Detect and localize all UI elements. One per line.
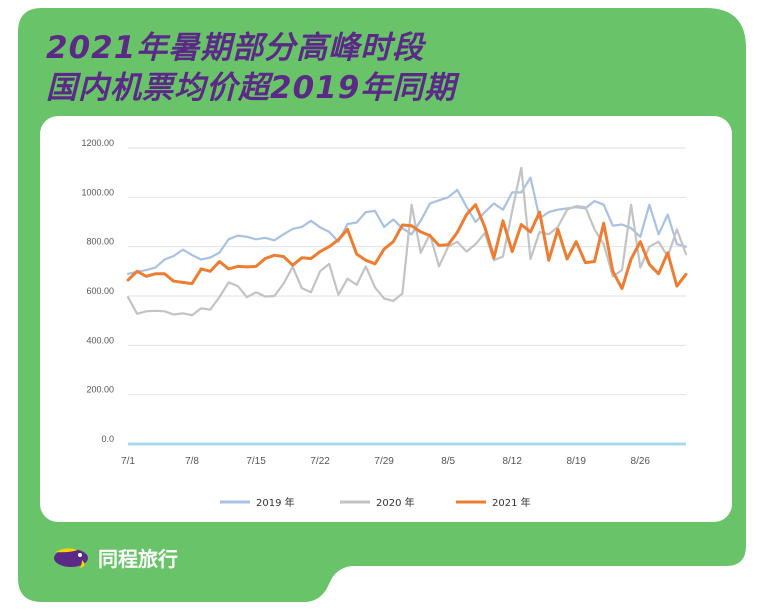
page-title: 2021年暑期部分高峰时段 国内机票均价超2019年同期 xyxy=(46,28,456,108)
x-tick-label: 7/15 xyxy=(246,456,266,467)
series-line xyxy=(126,203,688,291)
series-line xyxy=(126,166,688,317)
x-tick-label: 8/19 xyxy=(566,456,586,467)
x-axis-ticks: 7/1 7/8 7/15 7/22 7/29 8/5 8/12 8/19 8/26 xyxy=(121,456,650,467)
fish-logo-icon xyxy=(54,548,88,568)
y-tick-label: 400.00 xyxy=(86,335,114,345)
title-line-1: 2021年暑期部分高峰时段 xyxy=(46,30,425,66)
x-tick-label: 8/12 xyxy=(502,456,522,467)
y-tick-label: 1200.00 xyxy=(81,138,114,148)
x-tick-label: 7/8 xyxy=(185,456,199,467)
x-tick-label: 7/22 xyxy=(310,456,330,467)
line-chart: 0.0 200.00 400.00 600.00 800.00 1000.00 1200.0… xyxy=(81,138,688,509)
grid-lines xyxy=(128,147,686,446)
brand: 同程旅行 xyxy=(52,542,178,572)
brand-name: 同程旅行 xyxy=(98,546,178,571)
chart-panel xyxy=(40,116,732,522)
x-tick-label: 8/5 xyxy=(441,456,455,467)
x-tick-label: 7/29 xyxy=(374,456,394,467)
legend-label: 2021 年 xyxy=(492,496,531,509)
x-tick-label: 7/1 xyxy=(121,456,135,467)
title-line-2: 国内机票均价超2019年同期 xyxy=(46,70,457,106)
series-line xyxy=(126,176,688,275)
y-axis-ticks: 0.0 200.00 400.00 600.00 800.00 1000.00 1200.0… xyxy=(81,138,114,444)
series-lines xyxy=(126,166,688,317)
y-tick-label: 600.00 xyxy=(86,286,114,296)
x-tick-label: 8/26 xyxy=(631,456,651,467)
legend-label: 2019 年 xyxy=(256,496,295,509)
y-tick-label: 800.00 xyxy=(86,237,114,247)
y-tick-label: 200.00 xyxy=(86,385,114,395)
legend: 2019 年 2020 年 2021 年 xyxy=(220,496,531,509)
legend-label: 2020 年 xyxy=(376,496,415,509)
y-tick-label: 1000.00 xyxy=(81,187,114,197)
y-tick-label: 0.0 xyxy=(101,434,114,444)
